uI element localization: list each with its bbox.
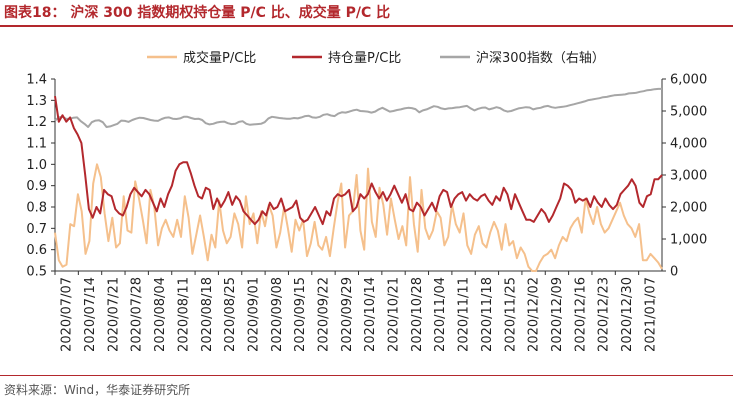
x-tick-label: 2020/12/09 — [550, 277, 565, 352]
left-tick-label: 0.6 — [26, 243, 47, 258]
left-tick-label: 1.0 — [26, 158, 47, 173]
x-tick-label: 2020/11/04 — [433, 277, 448, 352]
x-tick-label: 2020/09/15 — [293, 277, 308, 352]
footer-rule — [0, 375, 733, 376]
x-tick-label: 2020/09/01 — [246, 277, 261, 352]
x-tick-label: 2020/12/02 — [527, 277, 542, 352]
x-tick-label: 2020/11/25 — [503, 277, 518, 352]
right-tick-label: 5,000 — [670, 105, 707, 120]
left-tick-label: 0.7 — [26, 222, 47, 237]
x-tick-label: 2020/12/16 — [573, 277, 588, 352]
x-tick-label: 2020/09/29 — [340, 277, 355, 352]
x-tick-label: 2020/11/18 — [480, 277, 495, 352]
legend-label: 成交量P/C比 — [183, 50, 256, 66]
source-note: 资料来源：Wind，华泰证券研究所 — [4, 383, 191, 397]
left-tick-label: 0.9 — [26, 179, 47, 194]
title-rule — [0, 25, 733, 27]
series-line-1 — [54, 95, 663, 226]
x-tick-label: 2020/08/04 — [153, 277, 168, 352]
series-line-0 — [54, 163, 663, 272]
x-tick-label: 2021/01/07 — [643, 277, 658, 352]
x-tick-label: 2020/12/30 — [620, 277, 635, 352]
axes: 1.4 1.3 1.2 1.1 1.0 0.9 0.8 0.7 0.6 0.5 6,000 5,000… — [26, 73, 707, 352]
x-tick-label: 2020/07/28 — [130, 277, 145, 352]
x-tick-label: 2020/10/14 — [363, 277, 378, 352]
left-tick-label: 0.5 — [26, 265, 47, 280]
series-group — [54, 87, 663, 272]
x-tick-label: 2020/09/08 — [270, 277, 285, 352]
left-tick-label: 1.3 — [26, 94, 47, 109]
figure-title: 图表18： 沪深 300 指数期权持仓量 P/C 比、成交量 P/C 比 — [4, 2, 390, 22]
right-tick-label: 1,000 — [670, 233, 707, 248]
x-tick-label: 2020/10/21 — [387, 277, 402, 352]
legend-label: 沪深300指数（右轴） — [476, 50, 605, 66]
left-tick-label: 1.2 — [26, 115, 47, 130]
right-tick-label: 4,000 — [670, 137, 707, 152]
right-tick-label: 2,000 — [670, 201, 707, 216]
x-tick-label: 2020/07/21 — [106, 277, 121, 352]
left-tick-label: 1.4 — [26, 73, 47, 88]
x-tick-label: 2020/10/28 — [410, 277, 425, 352]
left-tick-label: 1.1 — [26, 137, 47, 152]
left-tick-label: 0.8 — [26, 201, 47, 216]
right-tick-label: 6,000 — [670, 73, 707, 88]
x-tick-label: 2020/08/18 — [200, 277, 215, 352]
legend-label: 持仓量P/C比 — [328, 51, 401, 66]
right-tick-label: 0 — [670, 265, 678, 280]
x-tick-label: 2020/08/25 — [223, 277, 238, 352]
x-tick-label: 2020/11/11 — [457, 277, 472, 352]
x-tick-label: 2020/08/11 — [176, 277, 191, 352]
x-tick-label: 2020/07/14 — [83, 277, 98, 352]
figure-label: 图表18： — [4, 5, 66, 21]
series-line-2 — [54, 87, 662, 128]
figure-title-text: 沪深 300 指数期权持仓量 P/C 比、成交量 P/C 比 — [70, 5, 391, 21]
right-tick-label: 3,000 — [670, 169, 707, 184]
legend: 成交量P/C比 持仓量P/C比 沪深300指数（右轴） — [147, 50, 605, 66]
x-tick-label: 2020/07/07 — [60, 277, 75, 352]
x-tick-label: 2020/09/22 — [316, 277, 331, 352]
x-tick-label: 2020/12/23 — [597, 277, 612, 352]
